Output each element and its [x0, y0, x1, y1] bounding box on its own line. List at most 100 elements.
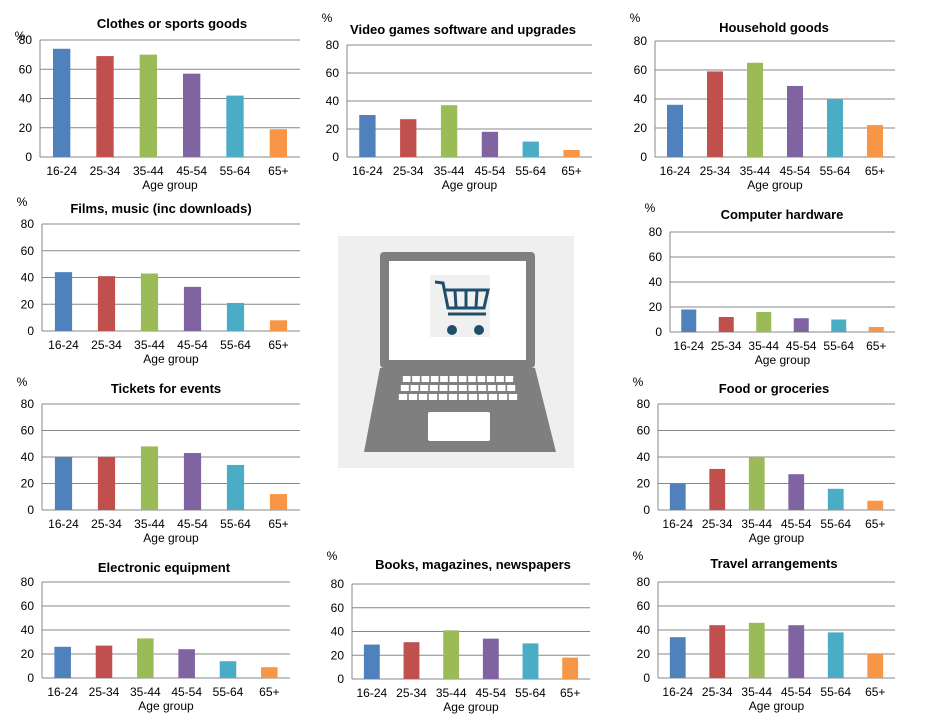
bar: [481, 131, 499, 157]
bar: [707, 71, 723, 157]
x-tick-label: 35-44: [134, 338, 165, 352]
x-axis-label: Age group: [749, 699, 805, 713]
y-tick-label: 20: [326, 122, 340, 136]
keyboard-key: [498, 394, 508, 400]
y-unit-label: %: [322, 11, 333, 25]
y-tick-label: 20: [331, 648, 345, 662]
y-tick-label: 0: [25, 150, 32, 164]
x-tick-label: 45-54: [475, 686, 506, 700]
cart-wheel-left: [447, 325, 457, 335]
chart-title: Travel arrangements: [710, 556, 837, 571]
y-tick-label: 80: [21, 217, 35, 231]
keyboard-key: [400, 385, 409, 391]
y-tick-label: 0: [643, 503, 650, 517]
x-tick-label: 45-54: [781, 517, 812, 531]
bar: [827, 99, 843, 157]
y-tick-label: 60: [21, 424, 35, 438]
x-tick-label: 55-64: [213, 685, 244, 699]
x-tick-label: 25-34: [90, 164, 121, 178]
x-tick-label: 65+: [865, 164, 885, 178]
keyboard-key: [478, 385, 487, 391]
chart-title: Household goods: [719, 20, 829, 35]
keyboard-key: [507, 385, 516, 391]
bar: [667, 104, 683, 157]
bar: [562, 657, 579, 679]
bar: [827, 488, 844, 510]
y-tick-label: 20: [19, 121, 33, 135]
keyboard-key: [421, 376, 430, 382]
bar: [522, 643, 539, 679]
x-tick-label: 55-64: [515, 164, 546, 178]
bar: [793, 318, 809, 332]
bar: [96, 56, 114, 157]
y-tick-label: 0: [27, 503, 34, 517]
keyboard-key: [418, 394, 428, 400]
keyboard-key: [398, 394, 408, 400]
x-tick-label: 35-44: [748, 339, 779, 353]
bar: [748, 457, 765, 510]
laptop-keyboard: [398, 376, 518, 400]
x-tick-label: 55-64: [220, 338, 251, 352]
bar: [178, 649, 195, 678]
keyboard-key: [477, 376, 486, 382]
bar: [54, 272, 73, 331]
bar: [787, 85, 803, 157]
x-tick-label: 45-54: [171, 685, 202, 699]
x-tick-label: 55-64: [515, 686, 546, 700]
x-tick-label: 55-64: [220, 517, 251, 531]
bar: [788, 474, 805, 510]
y-tick-label: 40: [634, 92, 648, 106]
y-tick-label: 60: [21, 244, 35, 258]
bar: [400, 119, 417, 157]
keyboard-key: [410, 385, 419, 391]
keyboard-key: [505, 376, 514, 382]
x-tick-label: 25-34: [91, 517, 122, 531]
x-tick-label: 55-64: [820, 164, 851, 178]
keyboard-key: [468, 376, 476, 382]
shopping-cart-icon: [434, 280, 490, 316]
x-tick-label: 16-24: [48, 338, 79, 352]
bar: [563, 150, 580, 157]
bar: [718, 317, 734, 332]
y-tick-label: 20: [637, 647, 651, 661]
chart-title: Books, magazines, newspapers: [375, 557, 571, 572]
x-tick-label: 16-24: [352, 164, 383, 178]
chart-panel: 0 20 40 60 80 16-24 25-34 35-44 45-54 55-64 65+ Age…: [15, 16, 300, 192]
y-tick-label: 60: [637, 599, 651, 613]
y-tick-label: 60: [637, 424, 651, 438]
bar: [867, 654, 884, 678]
chart-title: Electronic equipment: [98, 560, 231, 575]
bar: [54, 457, 73, 510]
y-tick-label: 40: [637, 623, 651, 637]
x-tick-label: 55-64: [823, 339, 854, 353]
bar: [867, 500, 884, 510]
x-tick-label: 35-44: [741, 517, 772, 531]
y-tick-label: 60: [649, 250, 663, 264]
y-unit-label: %: [645, 201, 656, 215]
bar: [95, 645, 113, 678]
keyboard-key: [486, 376, 495, 382]
keyboard-key: [438, 394, 448, 400]
y-tick-label: 0: [643, 671, 650, 685]
bar: [53, 48, 71, 157]
keyboard-key: [496, 376, 504, 382]
keyboard-key: [488, 394, 498, 400]
bar: [97, 457, 116, 510]
bar: [140, 273, 159, 331]
x-tick-label: 35-44: [133, 164, 164, 178]
x-tick-label: 25-34: [711, 339, 742, 353]
bar: [868, 327, 884, 332]
bar: [709, 468, 726, 510]
bar: [440, 105, 458, 157]
cart-wheel-right: [474, 325, 484, 335]
keyboard-key: [402, 376, 411, 382]
bar: [522, 141, 539, 157]
bar: [183, 73, 201, 157]
x-tick-label: 16-24: [660, 164, 691, 178]
y-tick-label: 0: [655, 325, 662, 339]
chart-title: Tickets for events: [111, 381, 221, 396]
keyboard-key: [430, 376, 439, 382]
y-tick-label: 40: [326, 94, 340, 108]
keyboard-key: [428, 394, 438, 400]
